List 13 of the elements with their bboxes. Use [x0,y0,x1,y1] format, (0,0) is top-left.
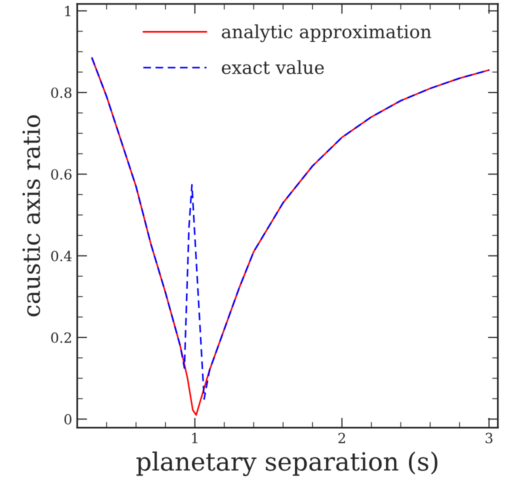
x-tick-label: 2 [338,432,345,444]
x-tick-label: 3 [486,432,492,444]
y-tick-label: 0.2 [51,332,71,343]
y-tick-label: 0.6 [51,169,72,180]
y-axis-title: caustic axis ratio [22,115,40,316]
x-axis-title: planetary separation (s) [136,452,438,476]
y-tick-label: 1 [65,6,70,16]
y-tick-label: 0.4 [51,250,72,262]
legend-label: exact value [222,60,324,74]
x-tick-label: 1 [192,432,198,444]
legend-label: analytic approximation [222,24,432,42]
y-tick-label: 0.8 [51,87,72,98]
y-tick-label: 0 [64,414,72,425]
